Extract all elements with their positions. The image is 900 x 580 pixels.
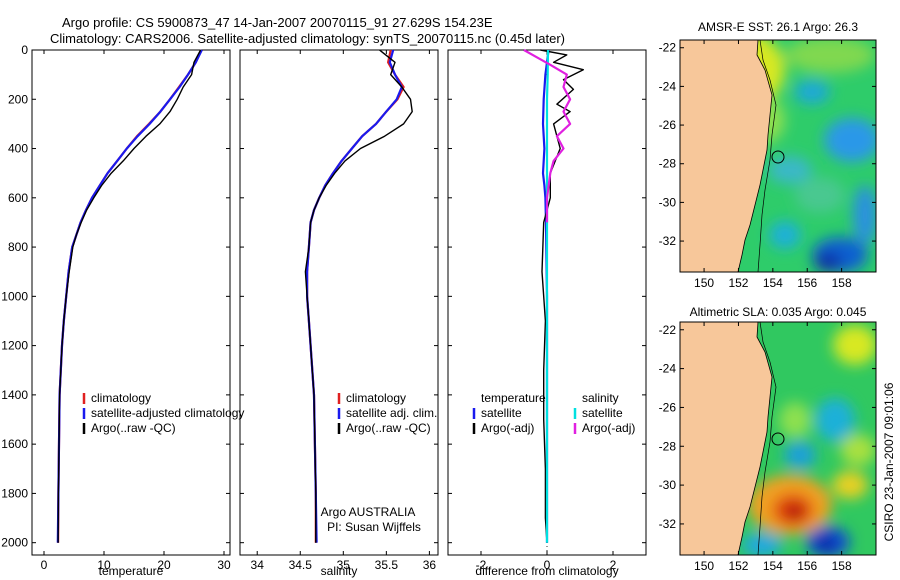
ytick-label: 2000	[1, 536, 28, 550]
sla-map-frame	[679, 321, 877, 556]
figure-title-line1: Argo profile: CS 5900873_47 14-Jan-2007 …	[62, 15, 493, 30]
map-xtick-label: 158	[832, 276, 852, 290]
map-xtick-label: 156	[797, 276, 817, 290]
ytick-label: 1800	[1, 486, 28, 500]
map-xtick-label: 154	[763, 276, 783, 290]
map-ytick-label: -26	[659, 118, 677, 132]
map-ytick-label: -30	[659, 478, 677, 492]
sst-argo-marker	[771, 150, 785, 164]
xtick-label: 35	[337, 558, 351, 572]
salinity-annotation-line2: PI: Susan Wijffels	[327, 520, 421, 534]
ytick-label: 1400	[1, 388, 28, 402]
sla-argo-marker	[771, 432, 785, 446]
xtick-label: 20	[157, 558, 171, 572]
legend-title-salinity: salinity	[582, 391, 619, 405]
map-xtick-label: 154	[763, 559, 783, 573]
series-line-climatology	[306, 49, 405, 543]
legend-label-argo: Argo(..raw -QC)	[91, 421, 176, 435]
xtick-label: 10	[97, 558, 111, 572]
map-ytick-label: -26	[659, 400, 677, 414]
series-line-salinity-satellite	[545, 49, 550, 543]
figure-title-line2: Climatology: CARS2006. Satellite-adjuste…	[50, 31, 565, 46]
difference-plot: -2 0 2	[448, 49, 646, 572]
sst-land-australia	[680, 40, 773, 272]
series-line-climatology	[57, 49, 203, 543]
xtick-label: 30	[217, 558, 231, 572]
xtick-label: 0	[544, 558, 551, 572]
map-xtick-label: 150	[694, 559, 714, 573]
sla-land-australia	[680, 322, 773, 555]
map-xtick-label: 150	[694, 276, 714, 290]
salinity-annotation-line1: Argo AUSTRALIA	[321, 505, 416, 519]
map-xtick-label: 156	[797, 559, 817, 573]
ytick-label: 600	[8, 191, 28, 205]
map-ytick-label: -32	[659, 234, 677, 248]
xtick-label: 34	[251, 558, 265, 572]
legend-label-temp-argo: Argo(-adj)	[481, 421, 534, 435]
series-line-satellite-adj-clim-	[306, 49, 403, 543]
temperature-panel-frame	[31, 49, 231, 556]
ytick-label: 400	[8, 142, 28, 156]
map-ytick-label: -32	[659, 517, 677, 531]
sla-contour-line	[757, 322, 777, 555]
ytick-label: 1600	[1, 437, 28, 451]
side-timestamp-label: CSIRO 23-Jan-2007 09:01:06	[882, 382, 896, 541]
temperature-legend: climatology satellite-adjusted climatolo…	[82, 391, 244, 435]
sst-map-title: AMSR-E SST: 26.1 Argo: 26.3	[698, 20, 858, 34]
salinity-plot: 34 34.5 35 35.5 36	[240, 49, 438, 572]
salinity-legend: climatology satellite adj. clim. Argo(..…	[337, 391, 437, 435]
map-ytick-label: -24	[659, 362, 677, 376]
map-ytick-label: -28	[659, 157, 677, 171]
ytick-label: 1200	[1, 339, 28, 353]
map-ytick-label: -24	[659, 79, 677, 93]
series-line-satellite-adjusted-climatology	[56, 49, 203, 543]
series-line-argo-raw-qc-	[304, 49, 413, 543]
legend-label-satellite-adjusted: satellite-adjusted climatology	[91, 406, 244, 420]
difference-legend: temperature satellite Argo(-adj) salinit…	[472, 391, 635, 435]
map-ytick-label: -22	[659, 41, 677, 55]
xtick-label: -2	[476, 558, 487, 572]
sla-map-axes: 150 152 154 156 158 -22 -24 -26 -28 -30 -32	[659, 322, 876, 573]
xtick-label: 34.5	[289, 558, 313, 572]
ytick-label: 0	[21, 43, 28, 57]
difference-xlabel: difference from climatology	[475, 564, 618, 578]
legend-label-argo: Argo(..raw -QC)	[346, 421, 431, 435]
legend-label-temp-satellite: satellite	[481, 406, 522, 420]
legend-label-climatology: climatology	[346, 391, 406, 405]
temperature-plot: 0 200 400 600 800 1000 1200 1400 1600 1800 2000 0 10…	[1, 43, 231, 572]
ytick-label: 800	[8, 240, 28, 254]
map-xtick-label: 158	[832, 559, 852, 573]
sla-map-title: Altimetric SLA: 0.035 Argo: 0.045	[690, 305, 867, 319]
sla-map	[680, 322, 876, 555]
xtick-label: 36	[423, 558, 437, 572]
xtick-label: 2	[610, 558, 617, 572]
ytick-label: 200	[8, 92, 28, 106]
sst-map-frame	[679, 39, 877, 273]
map-xtick-label: 152	[728, 276, 748, 290]
series-line-argo-raw-qc-	[57, 49, 202, 543]
salinity-xlabel: salinity	[321, 564, 358, 578]
salinity-panel-frame	[239, 49, 439, 556]
temperature-xlabel: temperature	[99, 564, 164, 578]
sst-contour-line	[757, 40, 777, 272]
sst-map-axes: 150 152 154 156 158 -22 -24 -26 -28 -30 -32	[659, 40, 876, 290]
legend-label-sal-satellite: satellite	[582, 406, 623, 420]
legend-title-temperature: temperature	[481, 391, 546, 405]
legend-label-climatology: climatology	[91, 391, 151, 405]
legend-label-satellite-adj: satellite adj. clim.	[346, 406, 437, 420]
legend-label-sal-argo: Argo(-adj)	[582, 421, 635, 435]
map-ytick-label: -22	[659, 323, 677, 337]
series-line-temperature-argo-adj-	[540, 49, 584, 543]
ytick-label: 1000	[1, 289, 28, 303]
xtick-label: 35.5	[375, 558, 399, 572]
map-ytick-label: -30	[659, 195, 677, 209]
sst-map	[680, 40, 876, 272]
map-xtick-label: 152	[728, 559, 748, 573]
sla-field-blobs	[742, 325, 876, 555]
map-ytick-label: -28	[659, 439, 677, 453]
xtick-label: 0	[41, 558, 48, 572]
series-line-salinity-argo-adj-	[523, 49, 572, 223]
